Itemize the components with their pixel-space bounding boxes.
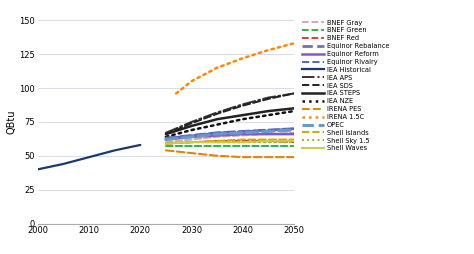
Legend: BNEF Gray, BNEF Green, BNEF Red, Equinor Rebalance, Equinor Reform, Equinor Riva: BNEF Gray, BNEF Green, BNEF Red, Equinor…	[302, 20, 390, 151]
Y-axis label: QBtu: QBtu	[7, 110, 17, 134]
